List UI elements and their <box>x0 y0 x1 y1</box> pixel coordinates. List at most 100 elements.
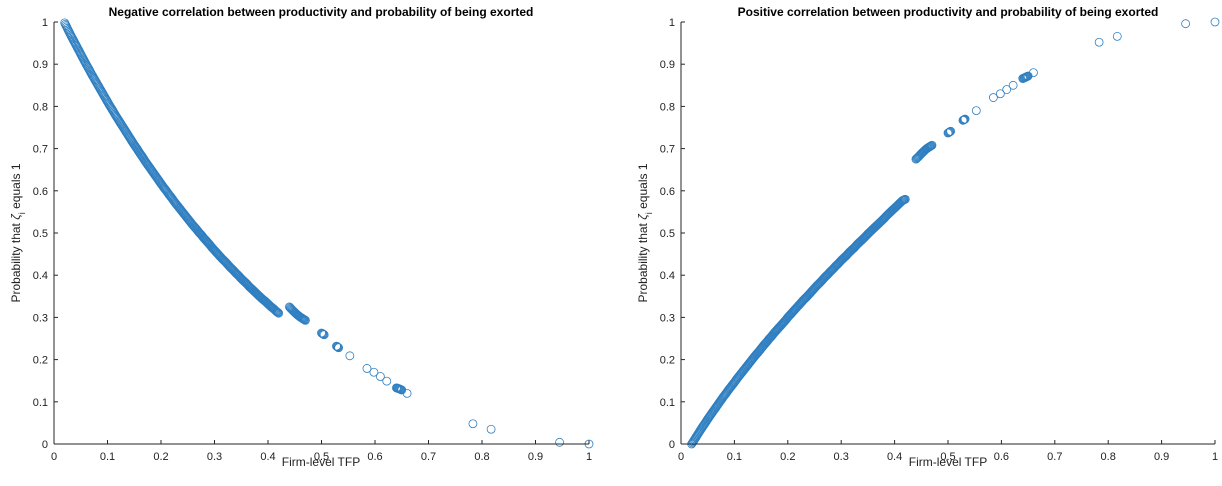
scatter-point <box>273 308 283 318</box>
x-tick-label: 0.9 <box>1154 451 1169 463</box>
y-tick-label: 0.5 <box>660 228 675 240</box>
x-tick-label: 0.3 <box>834 451 849 463</box>
scatter-point <box>120 125 130 135</box>
x-tick-label: 0.9 <box>528 451 543 463</box>
y-axis-label: Probability that ζi equals 1 <box>636 163 654 302</box>
x-tick-label: 0.2 <box>780 451 795 463</box>
scatter-point <box>333 342 342 352</box>
scatter-point <box>927 140 937 150</box>
y-tick-label: 0.3 <box>33 312 48 324</box>
x-tick-label: 0.7 <box>421 451 436 463</box>
x-tick-label: 0.5 <box>940 451 955 463</box>
scatter-points <box>60 18 594 449</box>
y-tick-label: 0.1 <box>33 397 48 409</box>
scatter-point <box>319 330 329 340</box>
plot-area <box>54 22 589 444</box>
scatter-point <box>137 152 147 162</box>
x-tick-label: 0.2 <box>153 451 168 463</box>
scatter-point <box>946 126 956 136</box>
scatter-point <box>333 342 343 352</box>
scatter-point <box>995 89 1005 99</box>
scatter-point <box>1029 68 1038 78</box>
y-tick-label: 0.9 <box>660 59 675 71</box>
x-tick-label: 0.8 <box>474 451 489 463</box>
scatter-point <box>122 128 132 138</box>
scatter-point <box>693 430 703 439</box>
scatter-point <box>332 342 342 351</box>
scatter-point <box>1112 31 1122 41</box>
scatter-point <box>123 129 132 139</box>
scatter-point <box>274 308 284 318</box>
y-tick-label: 0.8 <box>660 101 675 113</box>
scatter-point <box>687 438 697 448</box>
x-tick-label: 0.1 <box>100 451 115 463</box>
scatter-point <box>125 134 135 143</box>
scatter-point <box>700 418 710 428</box>
x-axis-label: Firm-level TFP <box>909 455 987 469</box>
scatter-point <box>988 93 998 102</box>
scatter-point <box>301 315 310 325</box>
chart-positive-correlation: Positive correlation between productivit… <box>636 5 1220 469</box>
scatter-point <box>112 112 122 122</box>
scatter-point <box>345 351 355 361</box>
x-tick-label: 0 <box>678 451 684 463</box>
axis-ticks <box>680 21 1216 445</box>
scatter-point <box>960 114 970 124</box>
scatter-point <box>691 432 701 442</box>
y-tick-label: 0.9 <box>33 59 48 71</box>
x-tick-label: 0.4 <box>887 451 902 463</box>
scatter-point <box>375 372 385 381</box>
scatter-point <box>121 127 131 137</box>
scatter-point <box>124 131 134 141</box>
x-tick-label: 0.6 <box>367 451 382 463</box>
x-axis-label: Firm-level TFP <box>282 455 360 469</box>
scatter-point <box>270 306 280 315</box>
y-tick-label: 0.6 <box>33 186 48 198</box>
scatter-point <box>689 436 699 446</box>
scatter-point <box>691 433 701 443</box>
scatter-point <box>397 385 407 395</box>
y-tick-labels: 0 0.1 0.2 0.3 0.4 0.5 0.6 0.7 0.8 0.9 1 <box>660 17 675 451</box>
y-tick-label: 0.4 <box>33 270 48 282</box>
scatter-point <box>121 126 130 136</box>
y-axis-label-suffix: equals 1 <box>636 163 650 209</box>
scatter-point <box>1094 37 1104 47</box>
scatter-point <box>971 106 981 116</box>
y-tick-label: 0.4 <box>660 270 675 282</box>
x-tick-label: 0.6 <box>994 451 1009 463</box>
plot-area <box>681 22 1215 444</box>
scatter-point <box>127 136 136 145</box>
scatter-point <box>1210 17 1220 27</box>
scatter-point <box>369 367 379 377</box>
scatter-point <box>695 426 705 436</box>
scatter-point <box>132 144 142 154</box>
scatter-point <box>113 114 122 123</box>
scatter-point <box>1023 71 1033 81</box>
y-tick-label: 1 <box>669 17 675 29</box>
y-axis-label-prefix: Probability that <box>9 222 23 302</box>
scatter-point <box>402 388 412 398</box>
y-tick-label: 0.3 <box>660 312 675 324</box>
scatter-point <box>118 122 128 132</box>
y-tick-label: 0.2 <box>660 355 675 367</box>
scatter-point <box>692 431 702 440</box>
y-tick-labels: 0 0.1 0.2 0.3 0.4 0.5 0.6 0.7 0.8 0.9 1 <box>33 17 48 451</box>
scatter-point <box>106 103 116 112</box>
scatter-point <box>111 111 121 121</box>
scatter-point <box>271 306 281 316</box>
scatter-point <box>468 419 478 429</box>
y-axis-label-symbol: ζ <box>636 213 650 220</box>
scatter-point <box>272 307 282 316</box>
scatter-point <box>1002 85 1012 94</box>
x-tick-labels: 0 0.1 0.2 0.3 0.4 0.5 0.6 0.7 0.8 0.9 1 <box>51 451 592 463</box>
y-axis-label-subscript: i <box>17 212 27 214</box>
y-tick-label: 1 <box>42 17 48 29</box>
x-tick-label: 0.7 <box>1047 451 1062 463</box>
scatter-point <box>900 194 910 204</box>
chart-title: Positive correlation between productivit… <box>738 5 1159 19</box>
scatter-point <box>105 102 115 111</box>
y-tick-label: 0.6 <box>660 186 675 198</box>
scatter-point <box>486 424 496 434</box>
scatter-point <box>555 437 564 447</box>
